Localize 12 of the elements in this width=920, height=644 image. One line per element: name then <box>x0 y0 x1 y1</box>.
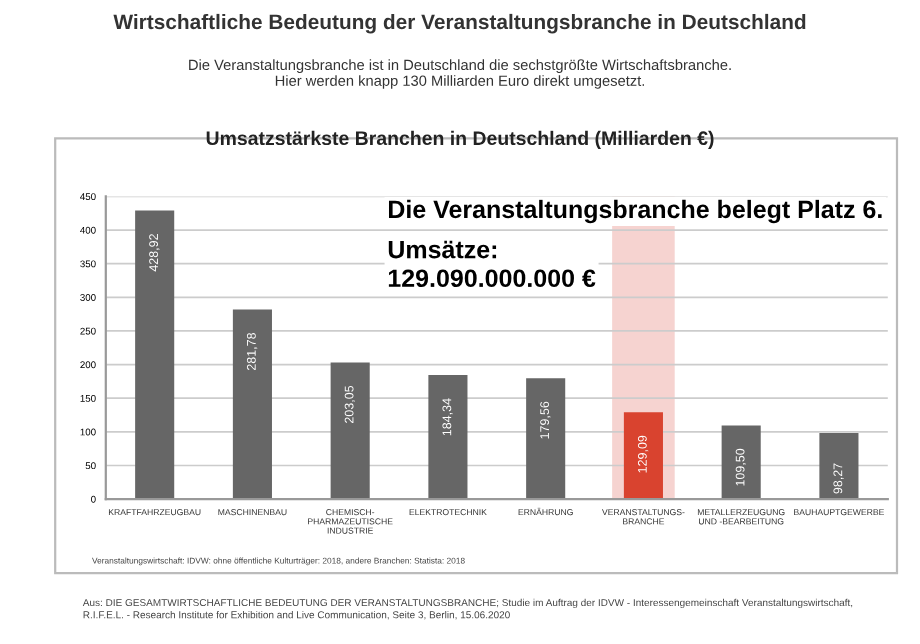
chart-title: Wirtschaftliche Bedeutung der Veranstaltungsbranche in Deutschland <box>113 13 806 34</box>
bar <box>232 309 272 500</box>
bar <box>135 210 175 500</box>
bar <box>721 425 761 500</box>
annotation: Die Veranstaltungsbranche belegt Platz 6. <box>388 199 882 224</box>
bar <box>330 362 370 500</box>
bar <box>819 433 859 500</box>
bar <box>428 375 468 500</box>
text: Umsatzstärkste Branchen in Deutschland (Milliarden €) <box>206 130 714 149</box>
annotation: Umsätze: 129.090.000.000 € <box>388 240 596 288</box>
bar <box>623 412 663 500</box>
bar <box>526 378 566 500</box>
